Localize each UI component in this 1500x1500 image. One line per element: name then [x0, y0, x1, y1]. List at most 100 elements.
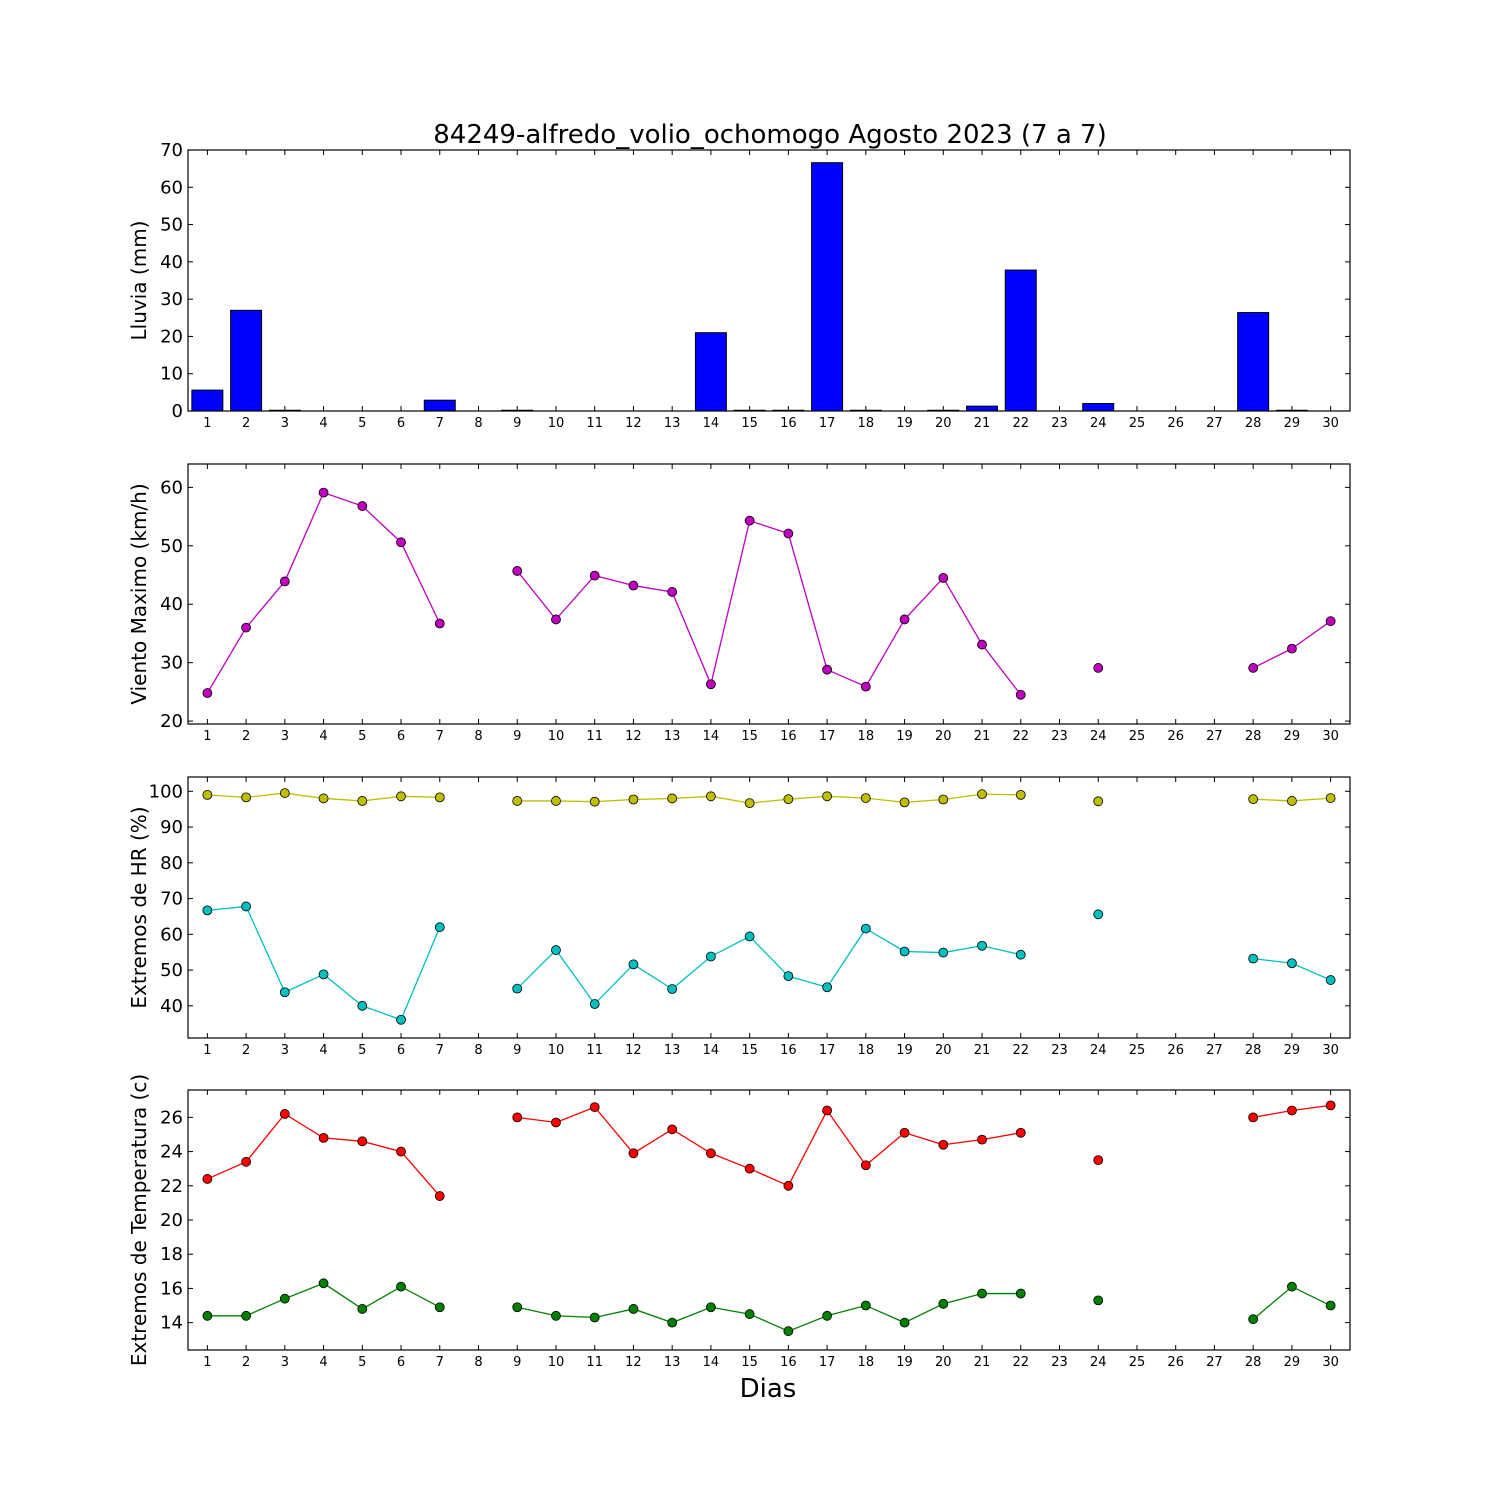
x-tick-label: 3	[281, 416, 289, 431]
y-tick-label: 20	[160, 326, 183, 347]
data-point	[860, 681, 871, 692]
data-point	[512, 1302, 523, 1313]
x-tick-label: 10	[548, 416, 565, 431]
x-tick-label: 5	[358, 1043, 366, 1058]
x-tick-label: 25	[1129, 1043, 1146, 1058]
y-tick-label: 60	[160, 177, 183, 198]
series-line	[517, 793, 1021, 804]
rain-bar	[1082, 403, 1115, 412]
data-point	[1093, 796, 1104, 807]
data-point	[357, 796, 368, 806]
x-tick-label: 29	[1284, 1355, 1301, 1370]
y-tick-label: 26	[160, 1107, 183, 1128]
data-point	[396, 791, 406, 802]
data-point	[822, 664, 832, 675]
data-point	[667, 984, 678, 994]
y-tick-label: 50	[160, 536, 183, 557]
data-point	[241, 901, 252, 912]
x-tick-label: 23	[1051, 1043, 1068, 1058]
x-tick-label: 21	[974, 416, 991, 431]
x-tick-label: 16	[780, 729, 797, 744]
x-tick-label: 16	[780, 1043, 797, 1058]
subplot-panels: 1 2 3 4 5 6 7 8 9 10 11 12 13 14 15 16 17 18 19 20 21 22 23 24 2…	[127, 140, 1351, 1370]
x-tick-label: 9	[513, 729, 521, 744]
data-point	[1093, 1295, 1104, 1306]
x-tick-label: 15	[741, 1355, 758, 1370]
data-point	[1325, 975, 1336, 985]
x-tick-label: 1	[203, 1355, 211, 1370]
x-tick-label: 28	[1245, 416, 1262, 431]
data-point	[628, 959, 639, 970]
x-tick-label: 4	[319, 729, 327, 744]
x-tick-label: 8	[474, 416, 482, 431]
x-tick-label: 11	[586, 1043, 603, 1058]
x-tick-label: 12	[625, 1355, 642, 1370]
x-tick-label: 26	[1167, 416, 1184, 431]
data-point	[279, 576, 290, 587]
data-point	[899, 1317, 910, 1328]
x-tick-label: 26	[1167, 1355, 1184, 1370]
x-tick-label: 9	[513, 1355, 521, 1370]
x-tick-label: 15	[741, 729, 758, 744]
x-tick-label: 5	[358, 729, 366, 744]
x-tick-label: 26	[1167, 1043, 1184, 1058]
x-tick-label: 22	[1012, 1043, 1029, 1058]
data-point	[434, 618, 445, 629]
data-point	[318, 793, 329, 804]
data-point	[241, 792, 252, 803]
data-point	[822, 791, 832, 802]
subplot-3: 1 2 3 4 5 6 7 8 9 10 11 12 13 14 15 16 17 18 19 20 21 22 23 24 2…	[127, 776, 1351, 1058]
x-tick-label: 16	[780, 1355, 797, 1370]
x-tick-label: 18	[858, 1043, 875, 1058]
x-tick-label: 25	[1129, 416, 1146, 431]
x-tick-label: 17	[819, 1355, 836, 1370]
plot-frame	[187, 776, 1351, 1039]
data-point	[744, 1309, 755, 1319]
data-point	[434, 1302, 445, 1313]
x-tick-label: 6	[397, 1355, 405, 1370]
x-tick-label: 15	[741, 1043, 758, 1058]
y-tick-label: 14	[160, 1313, 183, 1334]
x-tick-label: 13	[664, 1043, 681, 1058]
x-tick-label: 1	[203, 1043, 211, 1058]
data-point	[783, 1326, 794, 1337]
data-point	[1015, 1288, 1026, 1299]
x-tick-label: 20	[935, 1355, 952, 1370]
data-point	[1093, 909, 1104, 920]
x-tick-label: 6	[397, 1043, 405, 1058]
x-tick-label: 25	[1129, 1355, 1146, 1370]
x-tick-label: 17	[819, 729, 836, 744]
x-tick-label: 5	[358, 1355, 366, 1370]
data-point	[1248, 1314, 1259, 1325]
data-point	[977, 1288, 987, 1299]
y-tick-label: 22	[160, 1176, 183, 1197]
data-point	[202, 688, 213, 698]
x-tick-label: 29	[1284, 729, 1301, 744]
x-tick-label: 30	[1322, 729, 1339, 744]
data-point	[396, 1014, 406, 1025]
data-point	[357, 501, 368, 511]
data-point	[783, 528, 794, 539]
rain-bar	[811, 162, 844, 412]
data-point	[822, 1105, 832, 1116]
x-tick-label: 4	[319, 1355, 327, 1370]
data-point	[938, 1298, 949, 1309]
data-point	[202, 1310, 213, 1321]
x-tick-label: 14	[703, 416, 720, 431]
chart-title: 84249-alfredo_volio_ochomogo Agosto 2023…	[433, 120, 1106, 150]
x-tick-label: 20	[935, 1043, 952, 1058]
rain-bar	[230, 309, 263, 412]
x-tick-label: 2	[242, 1355, 250, 1370]
data-point	[512, 796, 523, 806]
data-point	[512, 566, 523, 576]
series-line	[516, 927, 1021, 1006]
x-tick-label: 25	[1129, 729, 1146, 744]
data-point	[667, 793, 678, 804]
subplot-4: 1 2 3 4 5 6 7 8 9 10 11 12 13 14 15 16 17 18 19 20 21 22 23 24 2…	[127, 1074, 1351, 1370]
y-tick-label: 18	[160, 1244, 183, 1265]
data-point	[667, 1317, 678, 1328]
x-tick-label: 17	[819, 416, 836, 431]
x-tick-label: 20	[935, 416, 952, 431]
x-tick-label: 2	[242, 416, 250, 431]
series-line	[517, 1106, 1021, 1187]
